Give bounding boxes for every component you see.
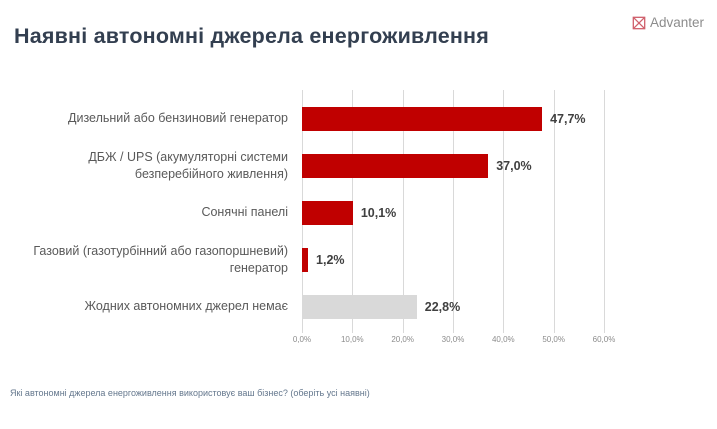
bar bbox=[302, 106, 543, 131]
category-label: Жодних автономних джерел немає bbox=[84, 299, 288, 314]
bar-track: 10,1% bbox=[302, 200, 604, 225]
bar bbox=[302, 294, 417, 319]
bar-track: 1,2% bbox=[302, 247, 604, 272]
chart-row: Газовий (газотурбінний або газопоршневий… bbox=[0, 236, 717, 283]
advanter-logo: Advanter bbox=[632, 15, 704, 30]
chart-rows: Дизельний або бензиновий генератор 47,7% Д… bbox=[0, 95, 717, 330]
bar-value-label: 1,2% bbox=[316, 252, 345, 267]
bar-track: 22,8% bbox=[302, 294, 604, 319]
bar bbox=[302, 247, 309, 272]
bar-chart: Дизельний або бензиновий генератор 47,7% Д… bbox=[0, 88, 717, 368]
gridline bbox=[453, 90, 454, 333]
page-title: Наявні автономні джерела енергоживлення bbox=[14, 24, 489, 48]
gridline bbox=[604, 90, 605, 333]
chart-row: ДБЖ / UPS (акумуляторні системи безпереб… bbox=[0, 142, 717, 189]
bar-track: 47,7% bbox=[302, 106, 604, 131]
bar bbox=[302, 153, 489, 178]
footnote: Які автономні джерела енергоживлення вик… bbox=[10, 388, 370, 398]
bar-value-label: 47,7% bbox=[550, 111, 586, 126]
boxed-x-icon bbox=[632, 16, 646, 30]
logo-text: Advanter bbox=[649, 15, 704, 30]
x-axis-tick-label: 40,0% bbox=[491, 335, 515, 344]
bar-track: 37,0% bbox=[302, 153, 604, 178]
category-label: ДБЖ / UPS (акумуляторні системи безпереб… bbox=[88, 150, 288, 181]
gridline bbox=[553, 90, 555, 333]
x-axis-tick-label: 30,0% bbox=[441, 335, 465, 344]
category-label: Газовий (газотурбінний або газопоршневий… bbox=[33, 244, 288, 275]
x-axis-tick-label: 10,0% bbox=[340, 335, 364, 344]
chart-row: Дизельний або бензиновий генератор 47,7% bbox=[0, 95, 717, 142]
category-label: Дизельний або бензиновий генератор bbox=[68, 111, 288, 126]
bar-value-label: 10,1% bbox=[360, 205, 397, 220]
gridline bbox=[402, 90, 404, 333]
chart-row: Жодних автономних джерел немає 22,8% bbox=[0, 283, 717, 330]
bar-value-label: 22,8% bbox=[424, 299, 461, 314]
gridline bbox=[352, 90, 354, 333]
category-label: Сонячні панелі bbox=[201, 205, 288, 220]
x-axis-tick-label: 20,0% bbox=[391, 335, 414, 344]
bar-value-label: 37,0% bbox=[496, 158, 532, 173]
x-axis-tick-label: 0,0% bbox=[292, 335, 312, 344]
chart-row: Сонячні панелі 10,1% bbox=[0, 189, 717, 236]
gridline bbox=[503, 90, 505, 333]
bar bbox=[302, 200, 353, 225]
x-axis-tick-label: 50,0% bbox=[542, 335, 565, 344]
x-axis-tick-label: 60,0% bbox=[592, 335, 616, 344]
x-axis: 0,0% 10,0% 20,0% 30,0% 40,0% 50,0% 60,0% bbox=[293, 335, 615, 347]
